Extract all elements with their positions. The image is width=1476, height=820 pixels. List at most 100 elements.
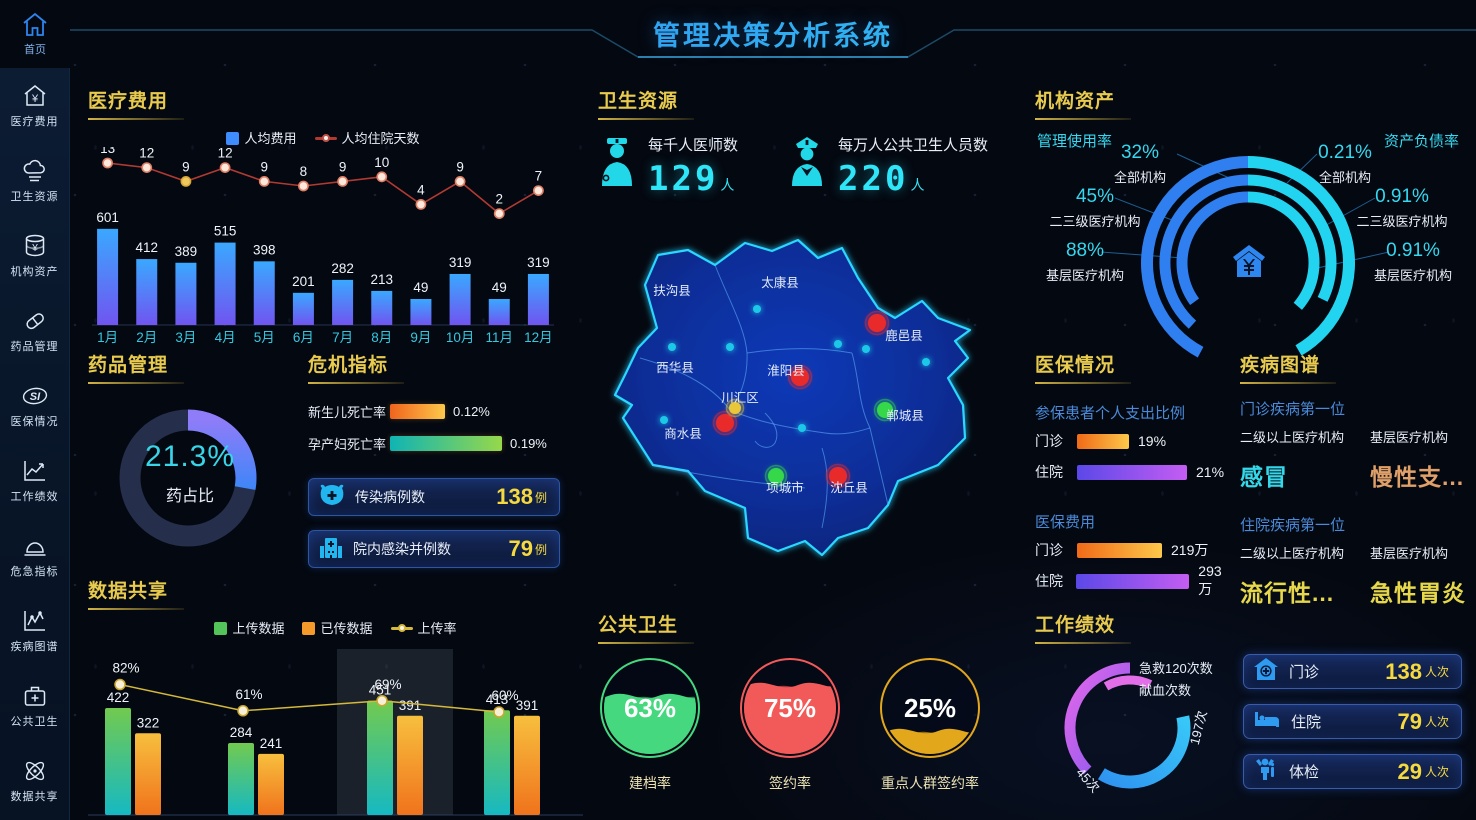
page-title: 管理决策分析系统 <box>70 14 1476 53</box>
asset-arcs-chart <box>1141 156 1355 358</box>
sidebar-item-data-share[interactable]: 数据共享 <box>0 743 69 818</box>
sidebar-item-health-resource[interactable]: 卫生资源 <box>0 143 69 218</box>
ring-label: 急救120次数 <box>1139 661 1213 676</box>
sidebar-item-label: 首页 <box>24 43 46 56</box>
svg-text:9: 9 <box>339 159 347 174</box>
svg-text:412: 412 <box>135 240 158 255</box>
map-district-label: 商水县 <box>664 426 702 441</box>
map-marker-dot[interactable] <box>834 340 842 348</box>
insurance-row: 住院 293万 <box>1035 563 1222 597</box>
map-marker-dot[interactable] <box>716 414 734 432</box>
map-marker-dot[interactable] <box>829 467 847 485</box>
bed-icon <box>1254 708 1280 735</box>
outpatient-card[interactable]: 门诊 138 人次 <box>1243 654 1462 689</box>
panel-resource: 卫生资源 每千人医师数 129 人 <box>598 86 1010 204</box>
doctor-icon <box>598 134 636 199</box>
checkup-card[interactable]: 体检 29 人次 <box>1243 754 1462 789</box>
line-swatch-icon <box>314 134 337 142</box>
checkup-icon <box>1254 757 1278 786</box>
resource-stat: 每万人公共卫生人员数 220 人 <box>788 134 988 199</box>
svg-text:82%: 82% <box>112 661 139 676</box>
sidebar-item-critical[interactable]: 危急指标 <box>0 518 69 593</box>
data-share-legend: 上传数据 已传数据 上传率 <box>88 618 583 637</box>
svg-text:13: 13 <box>100 147 115 156</box>
mask-icon <box>319 484 345 511</box>
asset-callout: 0.91% 二三级医疗机构 <box>1356 186 1448 229</box>
sidebar-item-home[interactable]: 首页 <box>0 0 70 66</box>
resource-stat: 每千人医师数 129 人 <box>598 134 738 199</box>
insurance-subtitle: 参保患者个人支出比例 <box>1035 405 1186 422</box>
panel-performance: 工作绩效 急救120次数 献血次数 45次 197次 门诊 138 人次 <box>1035 610 1462 816</box>
sidebar-panel: ¥ 医疗费用 卫生资源 ¥ 机构资产药品管理 SI 医保情况 工作绩效 危急指标疾病图谱公共卫生… <box>0 68 70 820</box>
panel-title: 药品管理 <box>88 350 185 384</box>
svg-text:413: 413 <box>486 692 509 707</box>
svg-text:8: 8 <box>300 164 308 179</box>
panel-data-share: 数据共享 上传数据 已传数据 上传率 422322数据总量284241二三级医院… <box>88 576 583 816</box>
first-aid-icon <box>22 683 48 709</box>
svg-text:60%: 60% <box>491 688 518 703</box>
map-marker-dot[interactable] <box>660 416 668 424</box>
gauge-row: 63% 建档率 75% 签约率 25% 重点人群签约率 <box>598 656 1010 793</box>
panel-title: 医保情况 <box>1035 350 1132 384</box>
panel-disease: 疾病图谱 门诊疾病第一位 二级以上医疗机构 感冒 基层医疗机构 慢性支... 住… <box>1240 350 1466 606</box>
hospital-infection-box: 院内感染并例数 79 例 <box>308 530 560 568</box>
map-marker-dot[interactable] <box>726 343 734 351</box>
insurance-row: 门诊 19% <box>1035 433 1167 449</box>
svg-text:241: 241 <box>260 736 283 751</box>
map-marker-dot[interactable] <box>791 368 809 386</box>
data-share-chart: 422322数据总量284241二三级医院451391卫生院+服务中心41339… <box>88 649 583 816</box>
inpatient-card[interactable]: 住院 79 人次 <box>1243 704 1462 739</box>
pulse-chart-icon <box>22 608 48 634</box>
map-marker-dot[interactable] <box>668 343 676 351</box>
sidebar-item-public-health[interactable]: 公共卫生 <box>0 668 69 743</box>
legend-item: 人均住院天数 <box>314 128 420 147</box>
svg-text:2月: 2月 <box>136 330 157 345</box>
map-marker-dot[interactable] <box>729 402 741 414</box>
svg-text:10月: 10月 <box>446 330 475 345</box>
map-marker-dot[interactable] <box>868 314 886 332</box>
drug-ratio-value: 21.3% <box>144 440 236 473</box>
sidebar-item-performance[interactable]: 工作绩效 <box>0 443 69 518</box>
svg-text:9: 9 <box>182 159 190 174</box>
map-marker-dot[interactable] <box>753 305 761 313</box>
svg-text:515: 515 <box>214 224 237 239</box>
sidebar-item-label: 疾病图谱 <box>10 640 59 653</box>
inpatient-ratio-bar <box>1077 464 1187 480</box>
svg-text:6月: 6月 <box>293 330 314 345</box>
svg-text:49: 49 <box>413 280 428 295</box>
map-marker-dot[interactable] <box>862 345 870 353</box>
outpatient-cost-bar <box>1077 542 1162 558</box>
gauge-chart: 25% <box>880 658 980 758</box>
svg-text:213: 213 <box>370 272 393 287</box>
svg-text:3月: 3月 <box>175 330 196 345</box>
liquid-gauge: 75% 签约率 <box>738 656 842 793</box>
svg-text:5月: 5月 <box>254 330 275 345</box>
bar-swatch-icon <box>214 622 228 635</box>
map-marker-dot[interactable] <box>877 402 893 418</box>
sidebar-item-drug-mgmt[interactable]: 药品管理 <box>0 293 69 368</box>
map-marker-dot[interactable] <box>922 358 930 366</box>
panel-title: 医疗费用 <box>88 86 185 120</box>
sidebar-item-label: 药品管理 <box>10 340 59 353</box>
svg-text:391: 391 <box>516 698 539 713</box>
sidebar-item-org-asset[interactable]: ¥ 机构资产 <box>0 218 69 293</box>
map-marker-dot[interactable] <box>798 424 806 432</box>
asset-callout: 45% 二三级医疗机构 <box>1049 186 1141 229</box>
drug-ratio-label: 药占比 <box>165 488 214 505</box>
sidebar-item-disease[interactable]: 疾病图谱 <box>0 593 69 668</box>
nurse-icon <box>788 134 826 199</box>
sidebar-item-insurance[interactable]: SI 医保情况 <box>0 368 69 443</box>
crisis-row: 孕产妇死亡率 0.19% <box>308 435 547 452</box>
map-marker-dot[interactable] <box>768 468 784 484</box>
panel-title: 数据共享 <box>88 576 185 610</box>
svg-text:9: 9 <box>456 159 464 174</box>
svg-text:12月: 12月 <box>524 330 553 345</box>
clinic-icon <box>1254 658 1278 685</box>
svg-text:1月: 1月 <box>97 330 118 345</box>
sidebar-item-medical-fee[interactable]: ¥ 医疗费用 <box>0 68 69 143</box>
svg-text:9月: 9月 <box>410 330 431 345</box>
map-district-label: 鹿邑县 <box>885 328 923 343</box>
disease-block: 门诊疾病第一位 二级以上医疗机构 感冒 基层医疗机构 慢性支... <box>1240 401 1465 490</box>
sidebar-item-label: 医疗费用 <box>10 115 59 128</box>
svg-text:7: 7 <box>535 169 543 184</box>
